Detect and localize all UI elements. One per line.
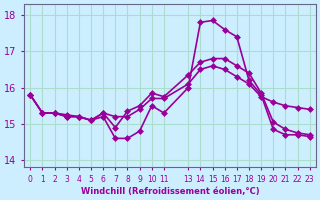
X-axis label: Windchill (Refroidissement éolien,°C): Windchill (Refroidissement éolien,°C) xyxy=(81,187,259,196)
